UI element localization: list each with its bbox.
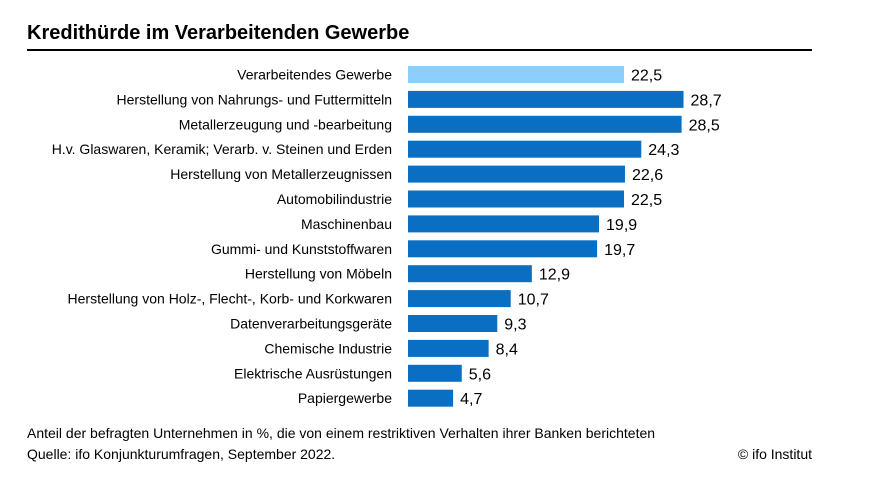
value-label: 9,3 (504, 317, 526, 334)
category-label: Maschinenbau (301, 216, 392, 232)
value-label: 24,3 (648, 142, 679, 159)
value-label: 12,9 (539, 267, 570, 284)
category-label: Automobilindustrie (277, 191, 392, 207)
category-label: Verarbeitendes Gewerbe (237, 67, 392, 83)
value-label: 10,7 (518, 292, 549, 309)
chart-title: Kredithürde im Verarbeitenden Gewerbe (27, 22, 410, 44)
bar (408, 66, 624, 83)
bar (408, 339, 489, 357)
category-label: Herstellung von Metallerzeugnissen (170, 166, 392, 182)
value-label: 19,7 (604, 242, 635, 259)
category-label: Metallerzeugung und -bearbeitung (179, 116, 392, 132)
category-label: Elektrische Ausrüstungen (234, 365, 392, 381)
category-label: H.v. Glaswaren, Keramik; Verarb. v. Stei… (52, 141, 392, 157)
chart-source: Quelle: ifo Konjunkturumfragen, Septembe… (27, 446, 336, 462)
bar (408, 215, 600, 233)
category-label: Herstellung von Holz-, Flecht-, Korb- un… (68, 291, 392, 307)
value-label: 4,7 (460, 391, 482, 408)
title-rule (27, 49, 812, 51)
value-label: 19,9 (606, 217, 637, 234)
bar (408, 190, 624, 208)
value-label: 22,6 (632, 167, 663, 184)
value-label: 8,4 (496, 341, 518, 358)
bar (408, 240, 598, 258)
value-label: 22,5 (631, 68, 662, 85)
value-label: 22,5 (631, 192, 662, 209)
value-label: 28,7 (691, 92, 722, 109)
category-label: Herstellung von Nahrungs- und Futtermitt… (117, 91, 392, 107)
category-label: Gummi- und Kunststoffwaren (211, 241, 392, 257)
bar (408, 265, 532, 283)
value-label: 5,6 (469, 366, 491, 383)
category-label: Datenverarbeitungsgeräte (230, 316, 392, 332)
bar (408, 364, 462, 382)
category-label: Papiergewerbe (298, 390, 392, 406)
bar (408, 165, 625, 183)
category-label: Chemische Industrie (264, 340, 392, 356)
bar (408, 315, 498, 332)
bar (408, 115, 682, 133)
bar (408, 389, 454, 407)
bar (408, 140, 642, 158)
bar (408, 90, 684, 108)
copyright: © ifo Institut (737, 446, 812, 462)
value-label: 28,5 (689, 117, 720, 134)
bar (408, 290, 511, 308)
category-label: Herstellung von Möbeln (245, 266, 392, 282)
chart-note: Anteil der befragten Unternehmen in %, d… (27, 425, 656, 441)
